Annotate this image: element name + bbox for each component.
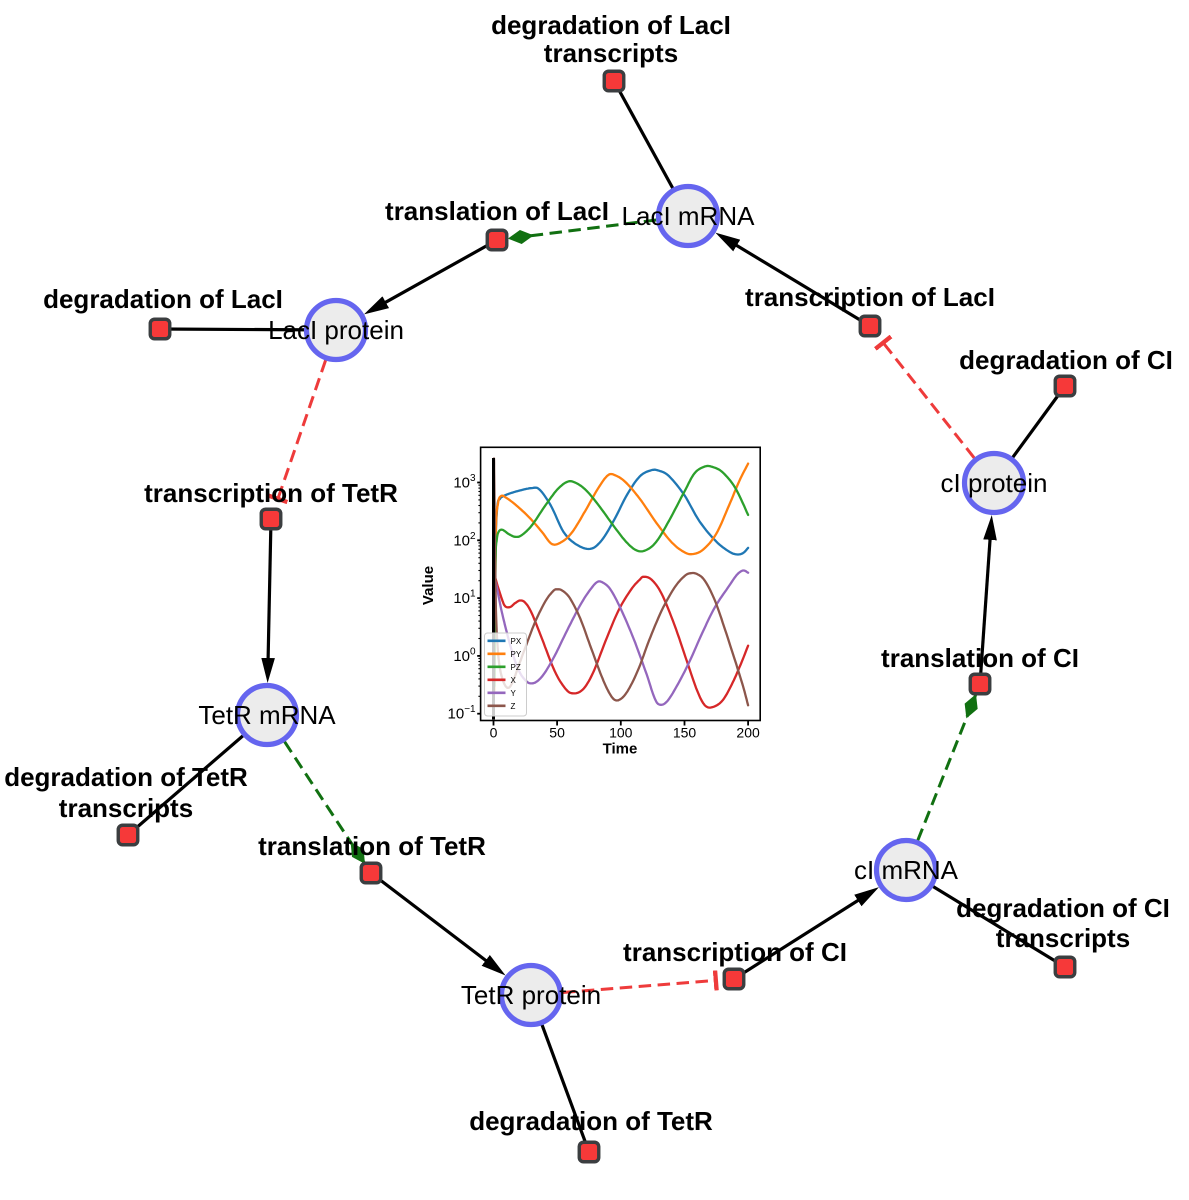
svg-text:degradation of TetR: degradation of TetR <box>4 762 248 792</box>
svg-text:100: 100 <box>609 725 633 741</box>
svg-text:degradation of CI: degradation of CI <box>959 345 1173 375</box>
svg-text:cI protein: cI protein <box>941 468 1048 498</box>
svg-text:100: 100 <box>453 646 476 665</box>
svg-text:cI mRNA: cI mRNA <box>854 855 959 885</box>
svg-text:transcription of LacI: transcription of LacI <box>745 282 995 312</box>
svg-text:X: X <box>511 676 517 685</box>
svg-text:Z: Z <box>511 702 516 711</box>
svg-text:TetR mRNA: TetR mRNA <box>198 700 336 730</box>
svg-text:degradation of LacI: degradation of LacI <box>43 284 283 314</box>
svg-text:degradation of LacI: degradation of LacI <box>491 10 731 40</box>
svg-text:103: 103 <box>453 473 476 492</box>
svg-text:Time: Time <box>603 741 638 758</box>
svg-text:102: 102 <box>453 531 476 550</box>
svg-text:degradation of CI: degradation of CI <box>956 893 1170 923</box>
svg-text:200: 200 <box>736 725 760 741</box>
svg-text:PZ: PZ <box>511 663 521 672</box>
svg-text:degradation of TetR: degradation of TetR <box>469 1106 713 1136</box>
svg-text:LacI mRNA: LacI mRNA <box>622 201 756 231</box>
svg-text:101: 101 <box>453 589 476 608</box>
svg-text:translation of CI: translation of CI <box>881 643 1079 673</box>
svg-text:translation of LacI: translation of LacI <box>385 196 609 226</box>
svg-text:transcripts: transcripts <box>996 923 1130 953</box>
svg-text:transcripts: transcripts <box>544 38 678 68</box>
svg-text:PX: PX <box>511 637 522 646</box>
svg-text:PY: PY <box>511 650 522 659</box>
svg-text:Value: Value <box>420 566 437 605</box>
svg-text:transcripts: transcripts <box>59 793 193 823</box>
svg-text:transcription of CI: transcription of CI <box>623 937 847 967</box>
svg-text:0: 0 <box>490 725 498 741</box>
svg-text:translation of TetR: translation of TetR <box>258 831 486 861</box>
svg-text:150: 150 <box>673 725 697 741</box>
svg-text:LacI protein: LacI protein <box>268 315 404 345</box>
svg-text:50: 50 <box>549 725 565 741</box>
svg-text:10−1: 10−1 <box>448 704 477 723</box>
svg-text:transcription of TetR: transcription of TetR <box>144 478 398 508</box>
svg-text:Y: Y <box>511 689 517 698</box>
svg-text:TetR protein: TetR protein <box>461 980 601 1010</box>
